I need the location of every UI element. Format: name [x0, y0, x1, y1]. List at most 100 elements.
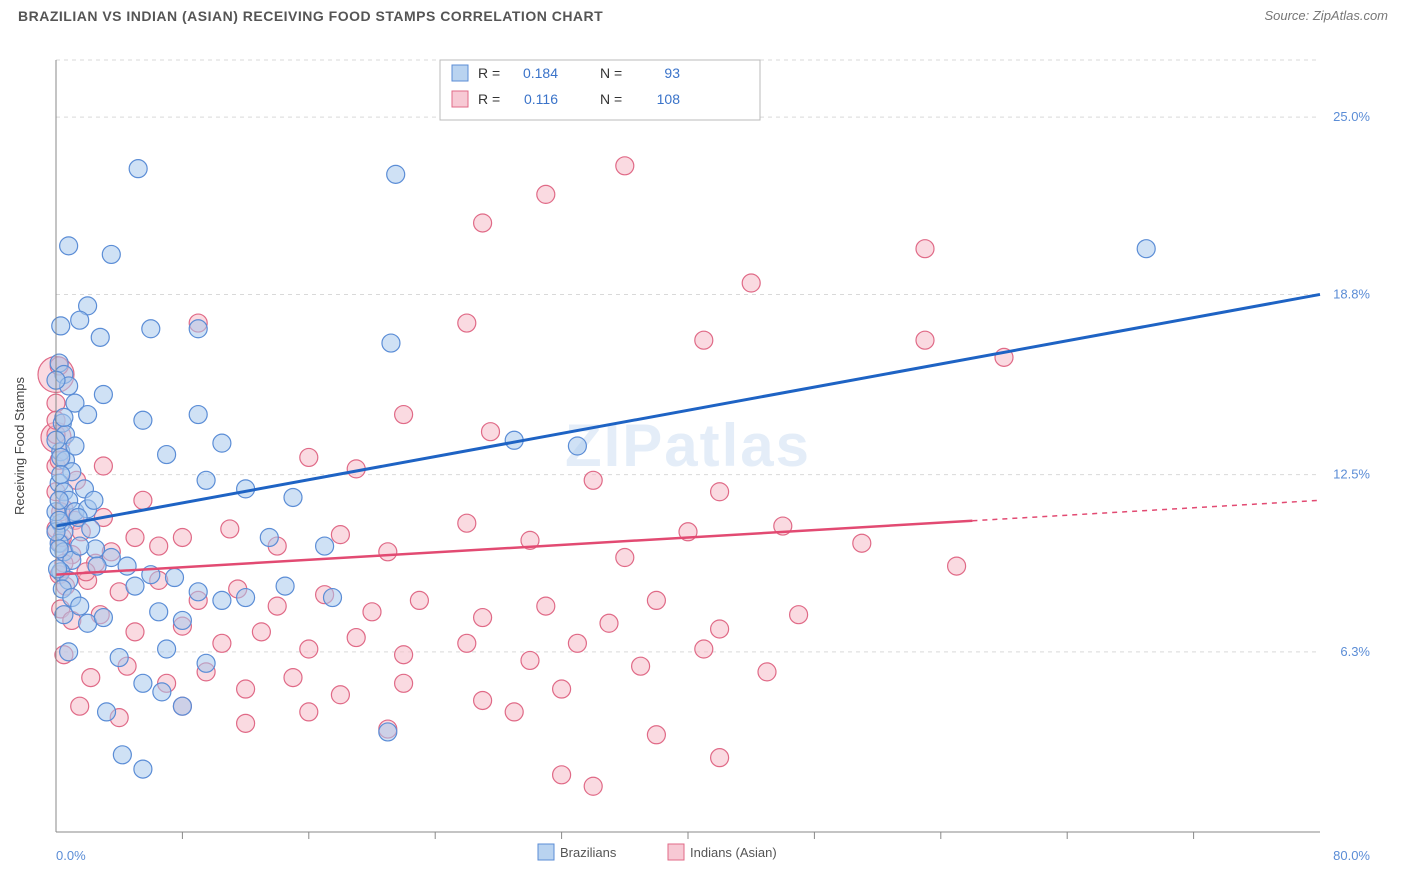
legend-label-brazilians: Brazilians — [560, 845, 617, 860]
brazilians-point — [134, 411, 152, 429]
brazilians-point — [189, 583, 207, 601]
indians-point — [482, 423, 500, 441]
indians-point — [584, 777, 602, 795]
indians-point — [395, 674, 413, 692]
indians-point — [126, 623, 144, 641]
indians-point — [458, 314, 476, 332]
brazilians-point — [197, 471, 215, 489]
x-min-label: 0.0% — [56, 848, 86, 863]
brazilians-point — [60, 643, 78, 661]
indians-point — [300, 703, 318, 721]
indians-point — [458, 634, 476, 652]
y-tick-label: 12.5% — [1333, 467, 1370, 482]
brazilians-point — [276, 577, 294, 595]
indians-point — [553, 680, 571, 698]
brazilians-point — [94, 609, 112, 627]
brazilians-point — [79, 406, 97, 424]
brazilians-point — [87, 540, 105, 558]
brazilians-point — [166, 569, 184, 587]
indians-point — [711, 620, 729, 638]
indians-point — [126, 528, 144, 546]
brazilians-point — [126, 577, 144, 595]
indians-point — [553, 766, 571, 784]
y-tick-label: 6.3% — [1340, 644, 1370, 659]
indians-point — [790, 606, 808, 624]
indians-point — [916, 331, 934, 349]
indians-point — [568, 634, 586, 652]
indians-point — [252, 623, 270, 641]
brazilians-point — [134, 760, 152, 778]
indians-point — [221, 520, 239, 538]
brazilians-point — [237, 589, 255, 607]
brazilians-point — [91, 328, 109, 346]
brazilians-point — [142, 320, 160, 338]
brazilians-point — [71, 597, 89, 615]
brazilians-point — [85, 491, 103, 509]
stats-swatch — [452, 91, 468, 107]
indians-point — [853, 534, 871, 552]
chart-area: ZIPatlas6.3%12.5%18.8%25.0%0.0%80.0%Rece… — [0, 40, 1406, 892]
indians-point — [300, 448, 318, 466]
stats-n-label: N = — [600, 91, 622, 107]
brazilians-point — [260, 528, 278, 546]
brazilians-point — [66, 437, 84, 455]
brazilians-point — [189, 320, 207, 338]
indians-point — [632, 657, 650, 675]
indians-point — [395, 646, 413, 664]
indians-point — [94, 457, 112, 475]
indians-point — [458, 514, 476, 532]
x-max-label: 80.0% — [1333, 848, 1370, 863]
brazilians-point — [118, 557, 136, 575]
brazilians-point — [50, 491, 68, 509]
indians-point — [711, 749, 729, 767]
indians-point — [711, 483, 729, 501]
indians-point — [237, 680, 255, 698]
indians-point — [916, 240, 934, 258]
brazilians-point — [55, 606, 73, 624]
indians-point — [474, 214, 492, 232]
indians-point — [742, 274, 760, 292]
indians-point — [213, 634, 231, 652]
brazilians-point — [213, 591, 231, 609]
indians-point — [584, 471, 602, 489]
brazilians-point — [129, 160, 147, 178]
indians-point — [647, 591, 665, 609]
brazilians-point — [189, 406, 207, 424]
brazilians-point — [197, 654, 215, 672]
indians-point — [474, 609, 492, 627]
indians-point — [379, 543, 397, 561]
indians-point — [948, 557, 966, 575]
source-attribution: Source: ZipAtlas.com — [1264, 8, 1388, 23]
brazilians-point — [110, 649, 128, 667]
indians-point — [331, 526, 349, 544]
brazilians-point — [134, 674, 152, 692]
stats-swatch — [452, 65, 468, 81]
indians-point — [284, 669, 302, 687]
brazilians-point — [387, 165, 405, 183]
brazilians-point — [55, 408, 73, 426]
brazilians-point — [98, 703, 116, 721]
stats-r-label: R = — [478, 65, 500, 81]
indians-point — [173, 528, 191, 546]
indians-point — [647, 726, 665, 744]
y-tick-label: 18.8% — [1333, 286, 1370, 301]
stats-r-label: R = — [478, 91, 500, 107]
brazilians-point — [379, 723, 397, 741]
indians-point — [600, 614, 618, 632]
stats-n-value: 93 — [664, 65, 680, 81]
brazilians-point — [324, 589, 342, 607]
watermark: ZIPatlas — [565, 412, 811, 479]
indians-point — [616, 157, 634, 175]
indians-point — [150, 537, 168, 555]
brazilians-point — [158, 640, 176, 658]
brazilians-point — [82, 520, 100, 538]
chart-title: BRAZILIAN VS INDIAN (ASIAN) RECEIVING FO… — [18, 8, 603, 24]
legend-swatch-indians — [668, 844, 684, 860]
indians-point — [331, 686, 349, 704]
brazilians-point — [52, 466, 70, 484]
indians-point — [758, 663, 776, 681]
brazilians-point — [173, 611, 191, 629]
brazilians-point — [158, 446, 176, 464]
brazilians-point — [71, 537, 89, 555]
brazilians-point — [150, 603, 168, 621]
